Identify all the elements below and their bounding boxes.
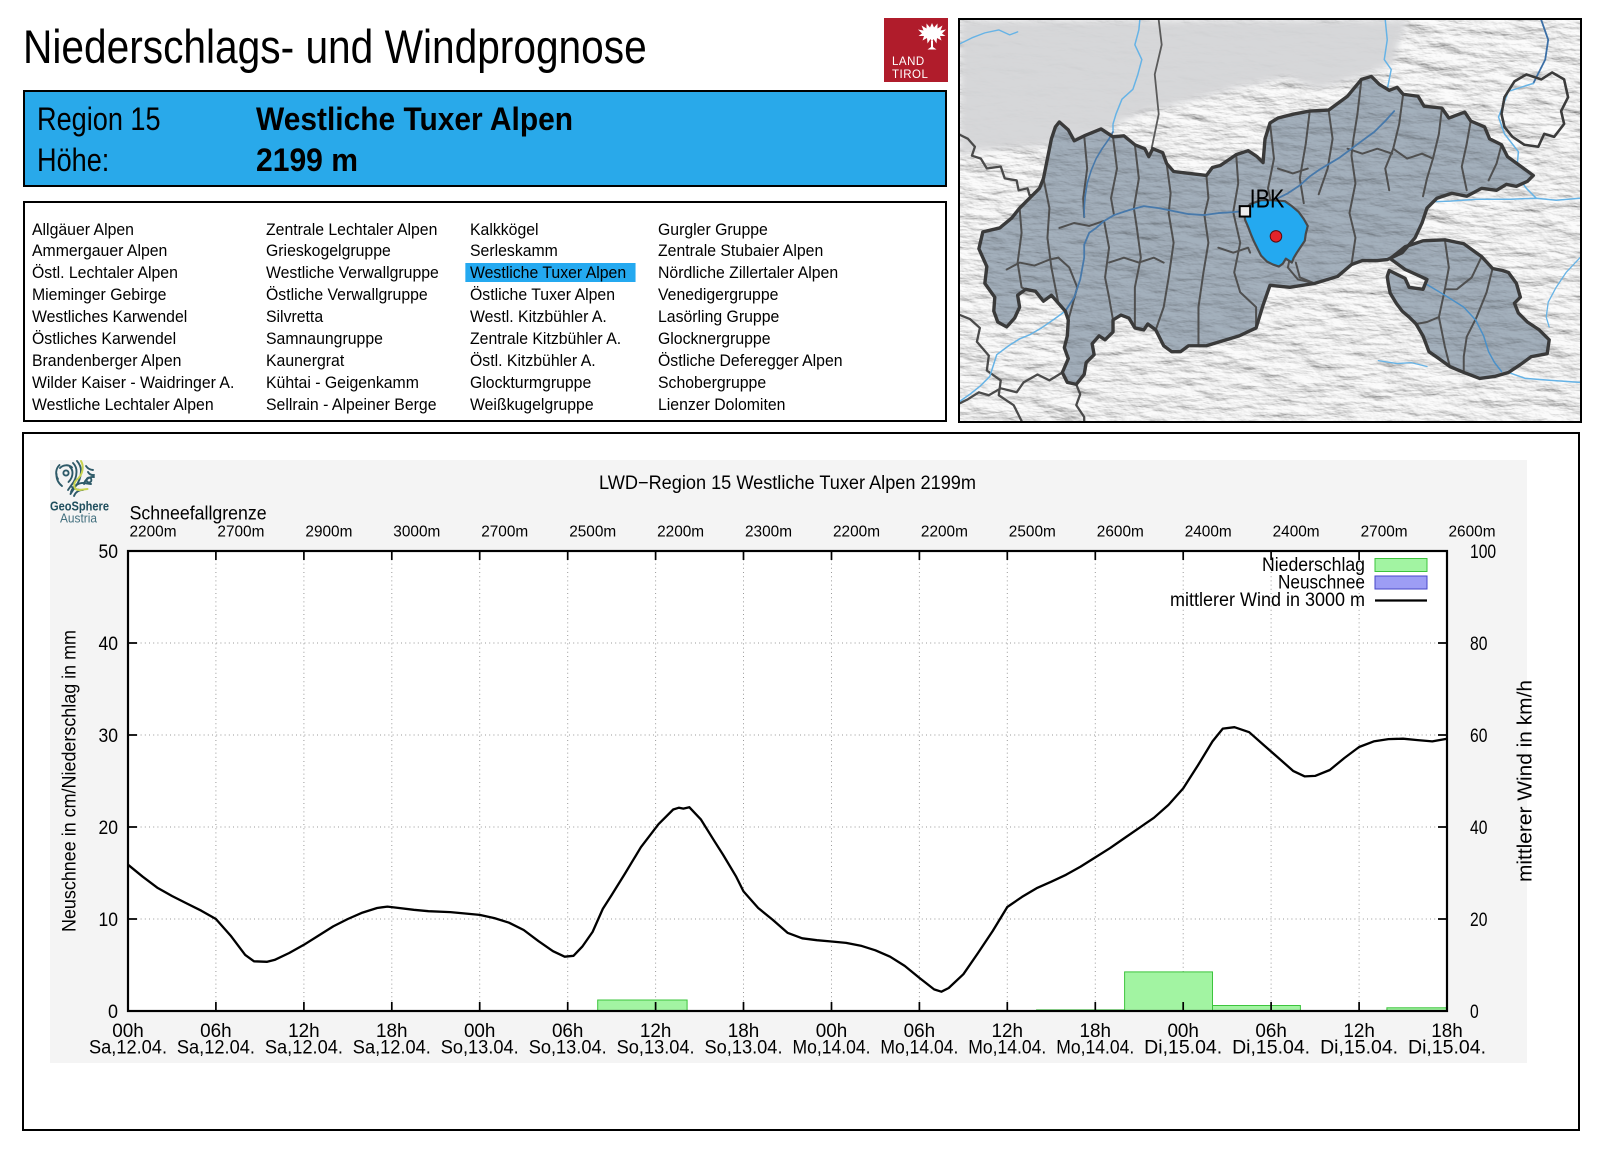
- svg-text:Mo,14.04.: Mo,14.04.: [1056, 1038, 1134, 1059]
- svg-text:Mo,14.04.: Mo,14.04.: [880, 1038, 958, 1059]
- svg-text:Sa,12.04.: Sa,12.04.: [89, 1038, 167, 1059]
- svg-text:2700m: 2700m: [1361, 524, 1408, 541]
- svg-text:Di,15.04.: Di,15.04.: [1408, 1038, 1486, 1059]
- svg-text:40: 40: [1470, 818, 1487, 839]
- svg-text:00h: 00h: [816, 1021, 848, 1042]
- svg-text:00h: 00h: [112, 1021, 144, 1042]
- svg-text:06h: 06h: [552, 1021, 584, 1042]
- svg-text:2300m: 2300m: [745, 524, 792, 541]
- svg-text:2200m: 2200m: [657, 524, 704, 541]
- svg-text:Di,15.04.: Di,15.04.: [1232, 1038, 1310, 1059]
- svg-text:2400m: 2400m: [1185, 524, 1232, 541]
- svg-text:30: 30: [99, 726, 119, 747]
- svg-text:GeoSphere: GeoSphere: [50, 500, 109, 514]
- svg-text:2700m: 2700m: [481, 524, 528, 541]
- svg-text:12h: 12h: [640, 1021, 672, 1042]
- svg-text:80: 80: [1470, 634, 1487, 655]
- svg-text:Sa,12.04.: Sa,12.04.: [177, 1038, 255, 1059]
- svg-text:2700m: 2700m: [217, 524, 264, 541]
- svg-text:06h: 06h: [200, 1021, 232, 1042]
- svg-text:20: 20: [99, 818, 119, 839]
- svg-text:40: 40: [99, 634, 119, 655]
- svg-text:Sa,12.04.: Sa,12.04.: [353, 1038, 431, 1059]
- svg-text:06h: 06h: [1255, 1021, 1287, 1042]
- svg-text:50: 50: [99, 542, 119, 563]
- svg-text:10: 10: [99, 910, 119, 931]
- svg-text:Sa,12.04.: Sa,12.04.: [265, 1038, 343, 1059]
- svg-text:Neuschnee: Neuschnee: [1278, 573, 1365, 594]
- svg-text:Mo,14.04.: Mo,14.04.: [968, 1038, 1046, 1059]
- svg-text:0: 0: [1470, 1002, 1479, 1023]
- svg-text:20: 20: [1470, 910, 1487, 931]
- svg-text:100: 100: [1470, 542, 1496, 563]
- svg-text:IBK: IBK: [1250, 186, 1285, 214]
- svg-text:TIROL: TIROL: [892, 69, 928, 81]
- svg-text:LAND: LAND: [892, 56, 925, 68]
- svg-text:Mo,14.04.: Mo,14.04.: [793, 1038, 871, 1059]
- svg-text:18h: 18h: [1080, 1021, 1112, 1042]
- svg-text:Di,15.04.: Di,15.04.: [1320, 1038, 1398, 1059]
- svg-text:2400m: 2400m: [1273, 524, 1320, 541]
- svg-text:So,13.04.: So,13.04.: [617, 1038, 695, 1059]
- svg-text:2600m: 2600m: [1449, 524, 1496, 541]
- svg-text:2900m: 2900m: [305, 524, 352, 541]
- svg-text:mittlerer Wind in km/h: mittlerer Wind in km/h: [1515, 680, 1537, 882]
- svg-text:mittlerer Wind in 3000 m: mittlerer Wind in 3000 m: [1170, 590, 1365, 611]
- svg-text:18h: 18h: [1431, 1021, 1463, 1042]
- svg-text:12h: 12h: [288, 1021, 320, 1042]
- svg-text:2200m: 2200m: [130, 524, 177, 541]
- svg-text:18h: 18h: [728, 1021, 760, 1042]
- svg-text:2500m: 2500m: [569, 524, 616, 541]
- svg-text:00h: 00h: [1167, 1021, 1199, 1042]
- svg-text:60: 60: [1470, 726, 1487, 747]
- svg-text:So,13.04.: So,13.04.: [529, 1038, 607, 1059]
- svg-text:Neuschnee in cm/Niederschlag i: Neuschnee in cm/Niederschlag in mm: [60, 630, 81, 932]
- svg-text:Austria: Austria: [60, 512, 97, 526]
- svg-text:2600m: 2600m: [1097, 524, 1144, 541]
- svg-text:12h: 12h: [1343, 1021, 1375, 1042]
- svg-text:12h: 12h: [992, 1021, 1024, 1042]
- svg-text:2200m: 2200m: [921, 524, 968, 541]
- svg-text:So,13.04.: So,13.04.: [441, 1038, 519, 1059]
- svg-text:2200m: 2200m: [833, 524, 880, 541]
- svg-text:LWD−Region 15 Westliche Tuxer: LWD−Region 15 Westliche Tuxer Alpen 2199…: [599, 473, 976, 494]
- svg-text:18h: 18h: [376, 1021, 408, 1042]
- svg-text:06h: 06h: [904, 1021, 936, 1042]
- svg-text:Niederschlag: Niederschlag: [1262, 555, 1365, 576]
- svg-text:So,13.04.: So,13.04.: [705, 1038, 783, 1059]
- svg-text:Di,15.04.: Di,15.04.: [1144, 1038, 1222, 1059]
- svg-text:3000m: 3000m: [393, 524, 440, 541]
- svg-text:00h: 00h: [464, 1021, 496, 1042]
- svg-text:0: 0: [108, 1002, 118, 1023]
- svg-text:Schneefallgrenze: Schneefallgrenze: [130, 503, 267, 524]
- svg-text:2500m: 2500m: [1009, 524, 1056, 541]
